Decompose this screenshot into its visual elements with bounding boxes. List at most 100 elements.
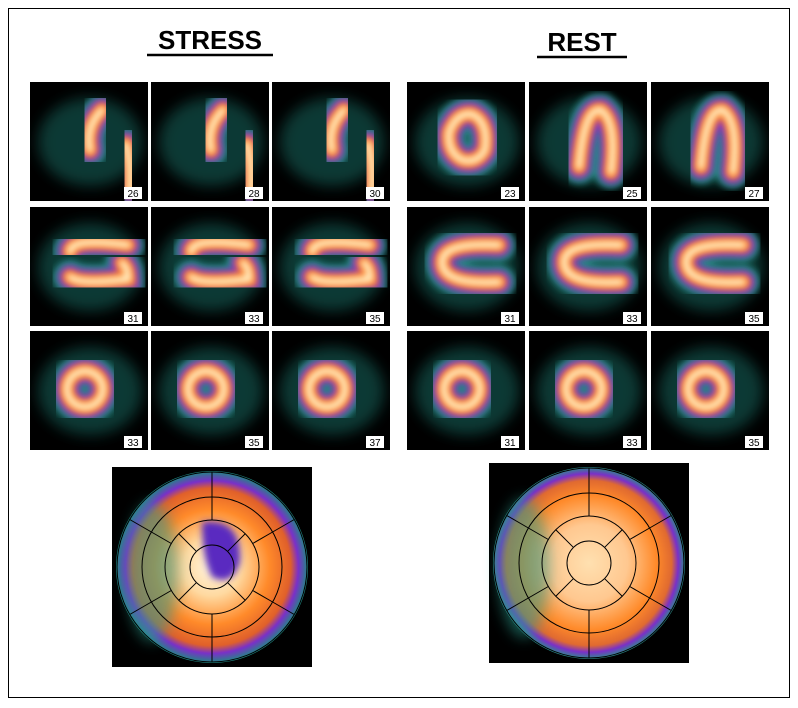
slice-label-bg [501,312,519,324]
scan-tile: 35 [272,207,390,326]
slice-label-bg [245,436,263,448]
slice-number: 27 [748,189,760,200]
segment-line [506,515,529,529]
segment-line [252,531,273,544]
uptake [187,259,253,286]
uptake [682,241,747,286]
scan-tile: 33 [30,331,148,450]
uptake [684,367,728,411]
panel-title: STRESS [158,25,262,55]
uptake [445,110,490,165]
segment-line [129,519,152,533]
polar-map [489,463,689,663]
segment-line [252,590,273,603]
scan-tile: 35 [651,207,769,326]
scan-tile: 35 [651,331,769,450]
scan-tile: 33 [151,207,269,326]
segment-line [649,597,672,611]
slice-number: 25 [626,189,638,200]
segment-line [506,597,529,611]
segment-line [178,582,197,601]
uptake [66,259,132,286]
map-edge [126,502,178,642]
segment-line [151,590,172,603]
segment-line [528,586,549,599]
slice-number: 31 [504,438,516,449]
uptake [560,241,625,286]
segment-line [178,533,197,552]
segment-line [629,527,650,540]
slice-number: 31 [127,314,139,325]
segment-line [629,586,650,599]
scan-tile: 27 [651,82,769,201]
slice-label-bg [623,187,641,199]
scan-tile: 28 [151,82,269,201]
segment-line [151,531,172,544]
slice-label-bg [366,312,384,324]
uptake [327,106,348,154]
segment-line [649,515,672,529]
slice-number: 26 [127,189,139,200]
uptake [66,238,132,256]
scan-tile: 31 [407,207,525,326]
polar-map [112,467,312,667]
slice-label-bg [366,187,384,199]
slice-number: 37 [369,438,381,449]
uptake [308,259,374,286]
slice-number: 33 [626,438,638,449]
segment-line [604,529,623,548]
slice-label-bg [745,312,763,324]
scan-tile: 30 [272,82,390,201]
slice-label-bg [745,187,763,199]
slice-number: 23 [504,189,516,200]
slice-label-bg [245,312,263,324]
scan-tile: 25 [529,82,647,201]
segment-line [528,527,549,540]
uptake [308,238,374,256]
uptake [122,140,134,194]
slice-number: 33 [626,314,638,325]
scan-tile: 23 [407,82,525,201]
slice-number: 33 [127,438,139,449]
slice-number: 35 [748,314,760,325]
scan-tile: 33 [529,331,647,450]
uptake [305,367,349,411]
uptake [187,238,253,256]
segment-line [555,529,574,548]
segment-line [227,533,246,552]
slice-label-bg [501,436,519,448]
uptake [438,241,503,286]
uptake [440,367,484,411]
uptake [85,106,106,154]
slice-number: 35 [748,438,760,449]
segment-ring [566,540,612,586]
slice-label-bg [501,187,519,199]
scan-tile: 33 [529,207,647,326]
slice-label-bg [124,312,142,324]
slice-label-bg [124,187,142,199]
segment-line [129,601,152,615]
uptake [562,367,606,411]
slice-number: 28 [248,189,260,200]
slice-number: 35 [248,438,260,449]
segment-line [604,578,623,597]
segment-line [555,578,574,597]
slice-label-bg [366,436,384,448]
slice-number: 33 [248,314,260,325]
segment-line [272,519,295,533]
segment-line [227,582,246,601]
scan-tile: 31 [407,331,525,450]
uptake [184,367,228,411]
slice-number: 30 [369,189,381,200]
uptake [364,140,376,194]
frame [8,8,790,698]
scan-tile: 26 [30,82,148,201]
slice-label-bg [623,312,641,324]
scan-tile: 37 [272,331,390,450]
defect [202,521,241,580]
segment-ring [189,544,235,590]
slice-label-bg [124,436,142,448]
slice-label-bg [745,436,763,448]
uptake [575,106,617,176]
